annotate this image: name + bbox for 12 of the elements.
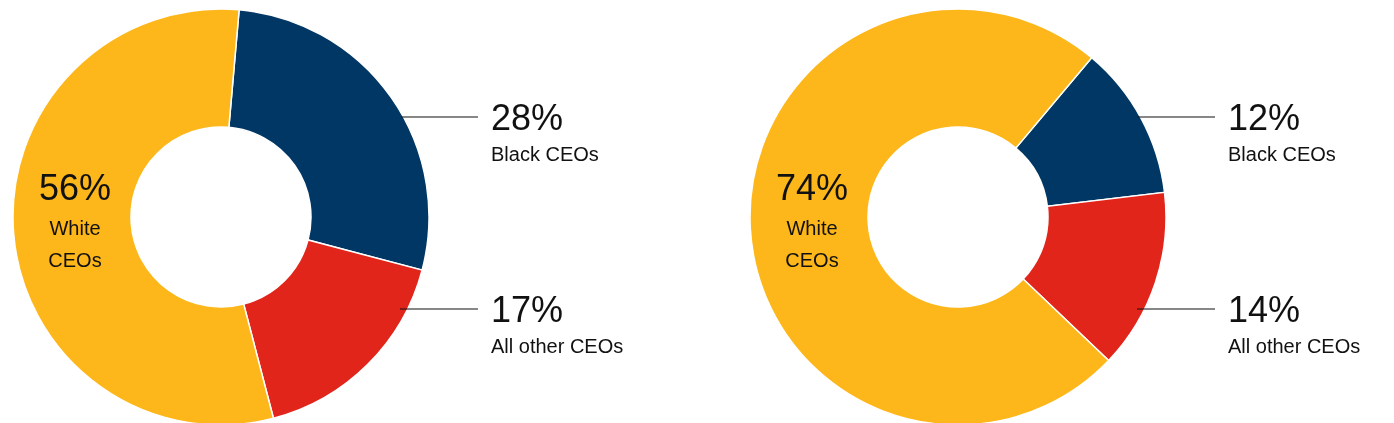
- slice-label: Black CEOs: [491, 143, 599, 165]
- data-label: 74%: [775, 167, 849, 208]
- data-label: 56%: [38, 167, 112, 208]
- data-label: 14%: [1228, 289, 1301, 330]
- data-label: 28%: [491, 97, 564, 138]
- data-label: 12%: [1228, 97, 1301, 138]
- slice-label: White CEOs: [48, 217, 102, 271]
- slice-label: All other CEOs: [1228, 335, 1361, 357]
- data-label: 17%: [491, 289, 564, 330]
- slice-label: All other CEOs: [491, 335, 624, 357]
- slice-label: Black CEOs: [1228, 143, 1336, 165]
- slice-label: White CEOs: [785, 217, 839, 271]
